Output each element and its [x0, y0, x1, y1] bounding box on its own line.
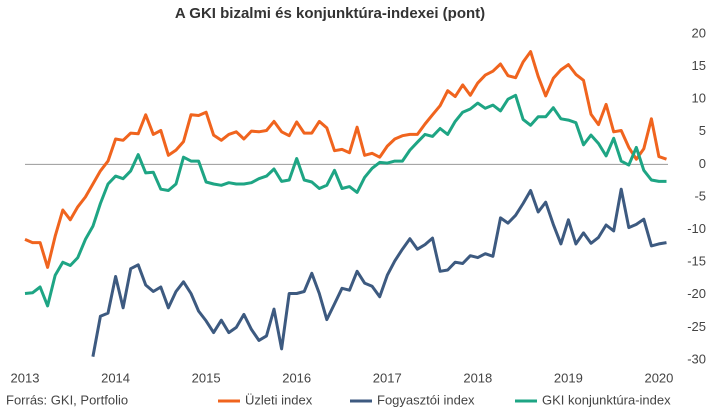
chart-title: A GKI bizalmi és konjunktúra-indexei (po…	[175, 5, 485, 22]
legend-label: Üzleti index	[245, 392, 313, 407]
x-tick-label: 2018	[463, 370, 492, 385]
x-tick-label: 2015	[192, 370, 221, 385]
series-line	[24, 50, 667, 269]
y-tick-label: -10	[687, 221, 706, 236]
y-tick-label: -25	[687, 319, 706, 334]
y-tick-label: -5	[694, 188, 706, 203]
legend-label: Fogyasztói index	[377, 392, 475, 407]
x-tick-label: 2020	[644, 370, 673, 385]
y-tick-label: 5	[699, 123, 706, 138]
source: Forrás: GKI, Portfolio	[6, 392, 128, 407]
x-tick-label: 2019	[554, 370, 583, 385]
x-tick-label: 2016	[282, 370, 311, 385]
y-tick-label: 20	[692, 25, 706, 40]
y-tick-label: -15	[687, 254, 706, 269]
y-tick-label: -30	[687, 351, 706, 366]
y-tick-label: 0	[699, 156, 706, 171]
y-tick-label: -20	[687, 286, 706, 301]
x-tick-label: 2017	[373, 370, 402, 385]
x-tick-label: 2014	[101, 370, 130, 385]
series-line	[24, 93, 667, 308]
y-tick-label: 15	[692, 58, 706, 73]
series-line	[91, 187, 667, 357]
plot-area	[24, 50, 667, 357]
legend-label: GKI konjunktúra-index	[542, 392, 671, 407]
y-tick-label: 10	[692, 91, 706, 106]
x-tick-label: 2013	[11, 370, 40, 385]
